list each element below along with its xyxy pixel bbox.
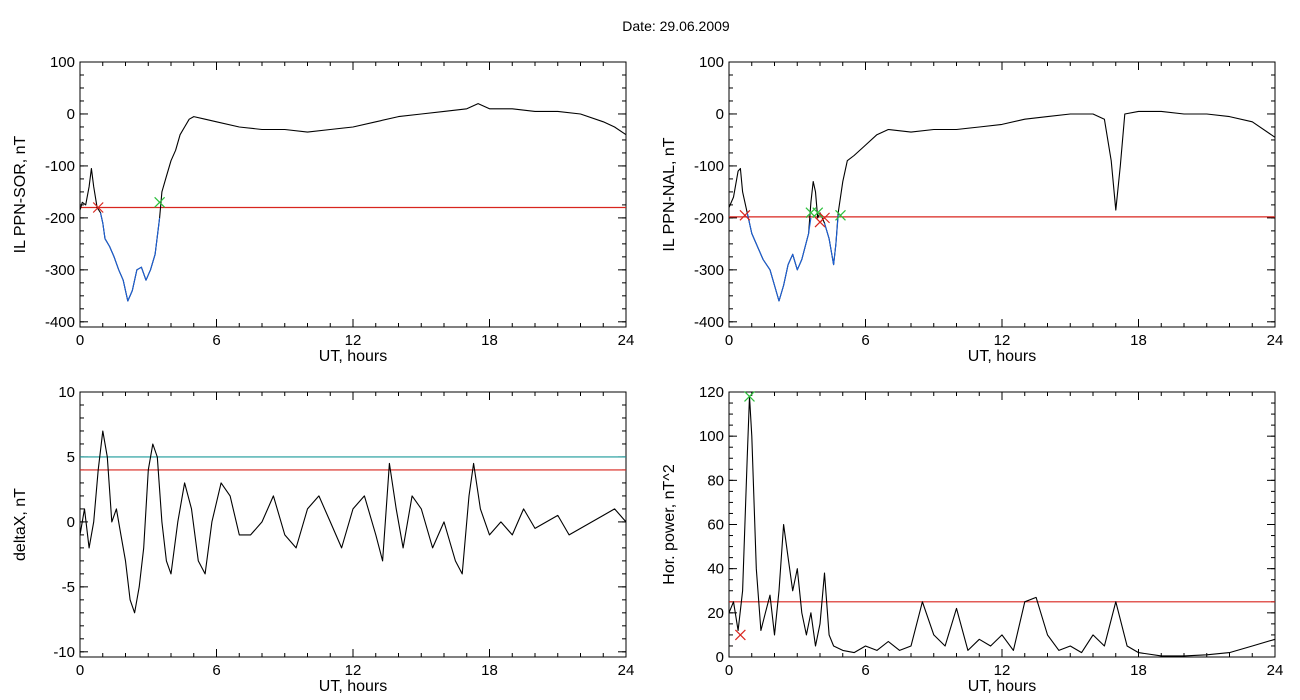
y-tick-label: -300 <box>45 262 75 279</box>
x-tick-label: 18 <box>1130 332 1147 349</box>
y-tick-label: -400 <box>694 314 724 331</box>
chart-panel-2: 0 6 12 18 24 100 0 -100 -200 -300 -400 UT, hours IL … <box>661 54 1283 365</box>
series-line-2 <box>99 212 161 302</box>
y-axis-label: deltaX, nT <box>12 488 29 561</box>
x-tick-label: 0 <box>725 332 733 349</box>
x-tick-label: 18 <box>1130 662 1147 679</box>
y-tick-label: 0 <box>716 649 724 666</box>
data-marker-stroke <box>744 390 755 402</box>
y-tick-label: -100 <box>694 158 724 175</box>
x-tick-label: 24 <box>618 662 635 679</box>
x-tick-label: 0 <box>725 662 733 679</box>
x-tick-label: 6 <box>861 662 869 679</box>
y-tick-label: 20 <box>707 605 724 622</box>
data-marker <box>812 207 824 219</box>
data-marker-stroke <box>739 209 751 221</box>
y-tick-label: 0 <box>716 106 724 123</box>
x-axis-label: UT, hours <box>968 678 1036 695</box>
x-tick-label: 6 <box>212 332 220 349</box>
chart-panel-3: 0 6 12 18 24 10 5 0 -5 -10 UT, hours deltaX, nT <box>12 384 634 695</box>
x-tick-label: 12 <box>994 662 1011 679</box>
data-marker-stroke <box>734 629 746 641</box>
x-tick-label: 24 <box>1267 662 1284 679</box>
page-title: Date: 29.06.2009 <box>622 18 730 34</box>
series-line-1 <box>728 395 1276 657</box>
data-marker <box>734 629 746 641</box>
x-tick-label: 6 <box>212 662 220 679</box>
data-marker <box>92 202 104 213</box>
y-tick-label: 100 <box>50 54 75 71</box>
y-tick-label: 120 <box>699 384 724 401</box>
x-tick-label: 18 <box>481 662 498 679</box>
y-axis-label: IL PPN-SOR, nT <box>12 135 29 253</box>
y-tick-label: -400 <box>45 314 75 331</box>
chart-panel-4: 0 6 12 18 24 120 100 80 60 40 20 0 UT, hours Hor. pow… <box>661 384 1283 695</box>
x-tick-label: 24 <box>1267 332 1284 349</box>
data-marker-stroke <box>812 207 824 219</box>
y-tick-label: -200 <box>45 210 75 227</box>
data-marker <box>154 196 166 208</box>
data-marker-stroke <box>814 216 826 228</box>
y-tick-label: 40 <box>707 561 724 578</box>
y-axis-label: Hor. power, nT^2 <box>661 464 678 585</box>
y-tick-label: 60 <box>707 517 724 534</box>
data-marker <box>739 209 751 221</box>
data-marker-stroke <box>835 209 846 221</box>
x-tick-label: 12 <box>345 662 362 679</box>
data-marker <box>814 216 826 228</box>
y-axis-label: IL PPN-NAL, nT <box>661 137 678 251</box>
x-tick-label: 0 <box>76 332 84 349</box>
y-tick-label: 0 <box>67 514 75 531</box>
y-tick-label: -300 <box>694 262 724 279</box>
data-marker-stroke <box>92 202 104 213</box>
x-tick-label: 12 <box>994 332 1011 349</box>
data-marker <box>744 390 755 402</box>
y-tick-label: -100 <box>45 158 75 175</box>
y-tick-label: 10 <box>58 384 75 401</box>
series-line-2 <box>746 212 812 302</box>
y-tick-label: -5 <box>62 579 75 596</box>
y-tick-label: 100 <box>699 428 724 445</box>
plot-frame <box>728 391 1276 658</box>
x-tick-label: 24 <box>618 332 635 349</box>
data-marker-stroke <box>154 196 166 208</box>
x-axis-label: UT, hours <box>319 678 387 695</box>
plot-frame <box>728 61 1276 328</box>
series-line-3 <box>823 215 839 266</box>
chart-panel-1: 0 6 12 18 24 100 0 -100 -200 -300 -400 UT, hours IL … <box>12 54 634 365</box>
x-tick-label: 18 <box>481 332 498 349</box>
y-tick-label: -200 <box>694 210 724 227</box>
series-line-1 <box>728 110 1276 302</box>
data-marker <box>835 209 846 221</box>
series-line-1 <box>79 103 627 302</box>
y-tick-label: 80 <box>707 472 724 489</box>
y-tick-label: -10 <box>53 644 75 661</box>
y-tick-label: 0 <box>67 106 75 123</box>
y-tick-label: 5 <box>67 449 75 466</box>
x-tick-label: 12 <box>345 332 362 349</box>
series-line-1 <box>79 430 627 614</box>
x-axis-label: UT, hours <box>319 348 387 365</box>
x-tick-label: 0 <box>76 662 84 679</box>
x-axis-label: UT, hours <box>968 348 1036 365</box>
y-tick-label: 100 <box>699 54 724 71</box>
x-tick-label: 6 <box>861 332 869 349</box>
